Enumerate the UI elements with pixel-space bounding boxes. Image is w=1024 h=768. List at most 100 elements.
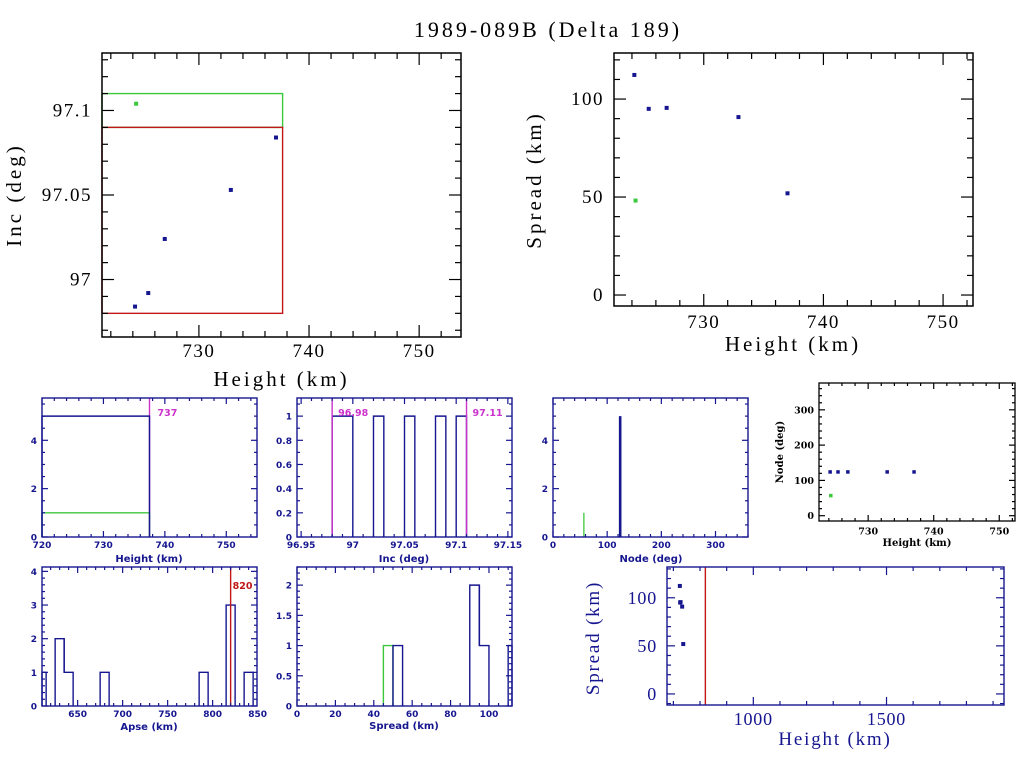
y-tick-label: 0 [593,285,604,306]
scatter-point [162,236,167,241]
node-vs-height-scatter: 730 740 750 0 100 200 300 Height (km) Node (deg) [775,382,1016,549]
scatter-point [677,583,682,588]
scatter-point [912,470,916,474]
x-tick-label: 96.95 [287,541,315,551]
scatter-point [228,187,233,192]
x-axis-label: Height (km) [725,332,861,356]
spread-vs-height-scatter: 730 740 750 0 50 100 Height (km) Spread (km) [522,52,974,356]
x-tick-label: 740 [155,541,174,551]
y-tick-label: 100 [794,476,814,487]
y-axis-label: Inc (deg) [2,143,26,246]
x-tick-label: 750 [989,527,1009,538]
x-axis-label: Inc (deg) [379,554,430,565]
histogram-bin [243,671,254,706]
spread-histogram: 0 20 40 60 80 100 0 0.5 1 1.5 2 Spread (km) [276,566,513,732]
x-tick-label: 1000 [734,709,773,729]
x-tick-label: 80 [444,710,457,720]
x-tick-label: 40 [368,710,381,720]
y-tick-label: 100 [571,89,604,110]
inc-vs-height-scatter: 730 740 750 97 97.05 97.1 Height (km) Inc (deg) [2,52,462,391]
y-tick-label: 0.5 [276,672,292,682]
y-axis-label: Node (deg) [775,421,786,483]
y-tick-label: 2 [31,635,37,645]
x-tick-label: 720 [33,541,52,551]
scatter-point [134,101,139,106]
charts-group: 730 740 750 97 97.05 97.1 Height (km) Inc (deg)… [2,52,1016,750]
y-tick-label: 97 [70,270,92,291]
x-tick-label: 1500 [867,709,906,729]
y-tick-label: 2 [286,582,292,592]
plot-frame [41,397,258,538]
x-tick-label: 0 [294,710,300,720]
scatter-point [633,198,638,203]
scatter-point [846,470,850,474]
x-tick-label: 850 [248,710,267,720]
x-tick-label: 100 [598,541,617,551]
x-tick-label: 650 [68,710,87,720]
y-tick-label: 4 [31,568,37,578]
y-tick-label: 1 [31,669,37,679]
y-tick-label: 1.5 [276,612,292,622]
x-tick-label: 60 [406,710,419,720]
y-tick-label: 300 [794,405,814,416]
scatter-point [829,493,833,498]
y-tick-label: 4 [542,437,548,447]
x-axis-label: Apse (km) [120,722,177,733]
histogram-bin [478,585,490,706]
plot-frame [296,566,513,707]
histogram-bin [198,671,209,706]
scatter-point [736,115,741,120]
plot-frame [613,52,974,307]
figure-title: 1989-089B (Delta 189) [414,17,682,42]
y-tick-label: 0 [286,534,292,544]
y-tick-label: 0.4 [276,485,292,495]
y-tick-label: 0 [286,703,292,713]
marker-label: 820 [233,581,253,592]
marker-label: 737 [158,408,178,419]
x-tick-label: 0 [550,541,556,551]
y-tick-label: 50 [582,187,604,208]
x-tick-label: 97.15 [494,541,522,551]
histogram-bin [434,415,447,537]
y-tick-label: 0 [31,703,37,713]
y-tick-label: 0 [542,534,548,544]
x-tick-label: 700 [113,710,132,720]
height-histogram: 737 720 730 740 750 0 2 4 Height (km) [31,397,258,565]
x-tick-label: 750 [403,341,436,362]
scatter-point [828,470,832,474]
y-tick-label: 3 [31,602,37,612]
x-tick-label: 740 [807,312,840,333]
x-tick-label: 730 [94,541,113,551]
scatter-point [664,105,669,110]
x-axis-label: Spread (km) [369,721,439,732]
y-tick-label: 4 [31,437,37,447]
marker-label: 97.11 [473,408,503,419]
x-tick-label: 20 [329,710,342,720]
y-tick-label: 0.8 [276,437,292,447]
histogram-bin [99,671,110,706]
scatter-point [646,106,651,111]
y-tick-label: 50 [637,636,657,656]
y-tick-label: 2 [31,485,37,495]
scatter-point [836,470,840,474]
histogram-bin [372,415,385,537]
scatter-point [273,135,278,140]
scatter-point [681,642,686,647]
x-axis-label: Height (km) [213,367,349,391]
x-tick-label: 730 [182,341,215,362]
y-tick-label: 0 [807,511,814,522]
y-tick-label: 0 [647,684,657,704]
spread-vs-height-wide-scatter: 1000 1500 0 50 100 Height (km) Spread (km) [583,566,1005,750]
y-axis-label: Spread (km) [522,111,546,248]
x-tick-label: 750 [927,312,960,333]
x-tick-label: 730 [858,527,878,538]
y-tick-label: 1 [286,413,292,423]
y-tick-label: 0.2 [276,509,292,519]
y-tick-label: 97.05 [42,185,92,206]
scatter-point [133,304,138,309]
y-tick-label: 0.6 [276,461,292,471]
y-tick-label: 200 [794,441,814,452]
y-axis-label: Spread (km) [583,581,604,695]
x-tick-label: 750 [158,710,177,720]
